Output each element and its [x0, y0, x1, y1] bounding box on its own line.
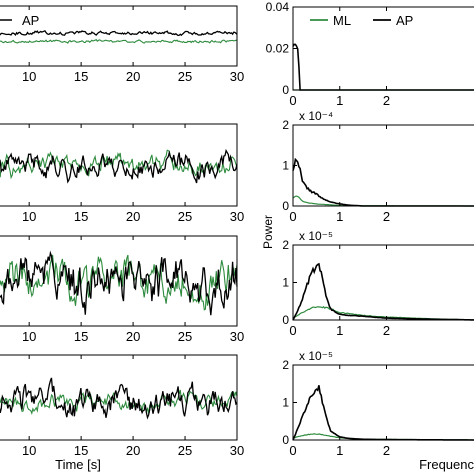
plot-frame [292, 364, 474, 441]
plot-frame [0, 235, 238, 327]
frequency-x-axis-label: Frequenc [419, 457, 474, 472]
legend-ap-label: AP [22, 13, 39, 28]
psd-panel-2: 0 1 2 0 1 2 x 10⁻⁴ [282, 109, 474, 224]
power-y-axis-label: Power [261, 215, 275, 249]
y-tick-label: 1 [282, 276, 289, 290]
series-ap-line [0, 148, 238, 184]
x-tick-label: 0 [289, 323, 296, 338]
y-scale-factor: x 10⁻⁵ [299, 229, 333, 243]
x-tick-label: 20 [126, 69, 140, 84]
x-tick-label: 15 [74, 209, 88, 224]
time-panel-2: 10 15 20 25 30 [0, 123, 244, 224]
x-tick-label: 30 [230, 209, 244, 224]
legend: AP [0, 13, 39, 28]
y-tick-label: 0 [282, 313, 289, 327]
y-tick-label: 1 [282, 396, 289, 410]
legend: ML AP [310, 13, 413, 28]
psd-panel-1: 0 1 2 0 0.02 0.04 ML AP [266, 0, 474, 108]
y-tick-label: 0.04 [266, 0, 290, 14]
x-tick-label: 10 [22, 329, 36, 344]
x-tick-label: 10 [22, 443, 36, 458]
x-tick-label: 0 [289, 209, 296, 224]
x-tick-label: 30 [230, 443, 244, 458]
y-scale-factor: x 10⁻⁴ [299, 109, 333, 123]
y-tick-label: 1 [282, 159, 289, 173]
series-ml-line [0, 254, 238, 311]
plot-frame [0, 5, 238, 67]
x-tick-label: 2 [383, 93, 390, 108]
series-ap-line [0, 377, 238, 420]
x-tick-label: 1 [336, 93, 343, 108]
x-tick-label: 25 [178, 69, 192, 84]
x-tick-label: 2 [383, 323, 390, 338]
time-panels: 10 15 20 25 30 AP 10 15 20 25 30 10 15 20 25 30 10 15 20 25… [0, 5, 244, 458]
legend-ml-label: ML [333, 13, 351, 28]
x-tick-label: 30 [230, 69, 244, 84]
psd-panel-3: 0 1 2 0 1 2 x 10⁻⁵ [282, 229, 474, 338]
series-ml-line [0, 149, 238, 180]
x-tick-label: 15 [74, 443, 88, 458]
x-tick-label: 10 [22, 69, 36, 84]
x-tick-label: 0 [289, 443, 296, 458]
psd-panel-4: 0 1 2 0 1 2 x 10⁻⁵ [282, 349, 474, 458]
series-ap-line [0, 250, 238, 316]
series-ap-line [292, 43, 474, 91]
x-tick-label: 1 [336, 209, 343, 224]
y-tick-label: 0 [282, 83, 289, 97]
y-tick-label: 0 [282, 199, 289, 213]
time-panel-4: 10 15 20 25 30 [0, 354, 244, 458]
x-tick-label: 0 [289, 93, 296, 108]
time-x-axis-label: Time [s] [55, 457, 101, 472]
x-tick-label: 25 [178, 209, 192, 224]
y-scale-factor: x 10⁻⁵ [299, 349, 333, 363]
x-tick-label: 25 [178, 443, 192, 458]
series-ap-line [0, 29, 238, 37]
series-ap-line [292, 262, 474, 321]
plot-frame [0, 354, 238, 441]
plot-frame [0, 123, 238, 207]
time-panel-1: 10 15 20 25 30 AP [0, 5, 244, 84]
x-tick-label: 2 [383, 209, 390, 224]
x-tick-label: 30 [230, 329, 244, 344]
x-tick-label: 20 [126, 329, 140, 344]
plot-frame [292, 124, 474, 207]
x-tick-label: 1 [336, 323, 343, 338]
series-ml-line [0, 389, 238, 415]
series-ap-line [292, 385, 474, 441]
y-tick-label: 2 [282, 238, 289, 252]
plot-frame [292, 244, 474, 321]
x-tick-label: 2 [383, 443, 390, 458]
y-tick-label: 2 [282, 358, 289, 372]
x-tick-label: 20 [126, 209, 140, 224]
y-tick-label: 0.02 [266, 42, 290, 56]
x-tick-label: 1 [336, 443, 343, 458]
series-ap-line [292, 157, 474, 207]
y-tick-label: 0 [282, 433, 289, 447]
x-tick-label: 10 [22, 209, 36, 224]
x-tick-label: 15 [74, 69, 88, 84]
x-tick-label: 20 [126, 443, 140, 458]
y-tick-label: 2 [282, 118, 289, 132]
series-ml-line [0, 38, 238, 44]
legend-ap-label: AP [396, 13, 413, 28]
time-panel-3: 10 15 20 25 30 [0, 235, 244, 344]
x-tick-label: 25 [178, 329, 192, 344]
x-tick-label: 15 [74, 329, 88, 344]
